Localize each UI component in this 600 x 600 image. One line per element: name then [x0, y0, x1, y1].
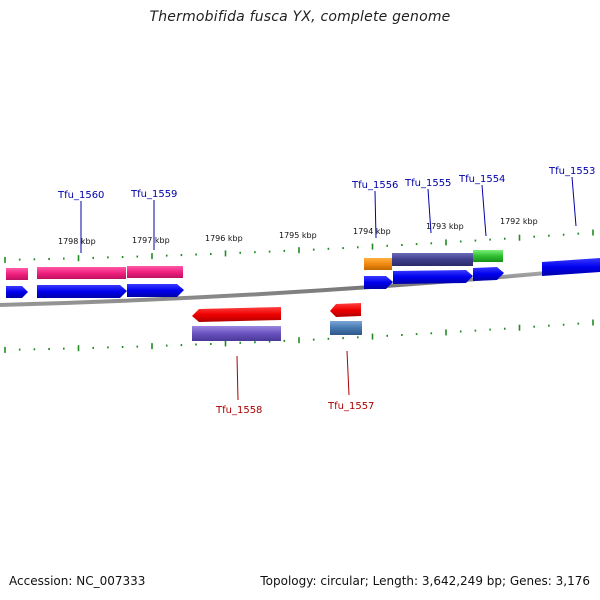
scale-label: 1792 kbp: [500, 217, 538, 226]
reverse-gene-arrows: [192, 303, 361, 322]
gene-arrow[interactable]: [393, 270, 473, 284]
gene-label-tfu-1556[interactable]: Tfu_1556: [351, 180, 398, 191]
forward-strand-tick-track: [4, 229, 594, 263]
feature-box[interactable]: [192, 326, 281, 341]
gene-label-tfu-1553[interactable]: Tfu_1553: [548, 166, 595, 177]
gene-label-tfu-1555[interactable]: Tfu_1555: [404, 178, 451, 189]
forward-feature-row: [6, 250, 503, 280]
scale-label: 1793 kbp: [426, 222, 464, 231]
gene-arrow[interactable]: [364, 276, 393, 289]
scale-label: 1796 kbp: [205, 234, 243, 243]
reverse-feature-row: [192, 321, 362, 341]
gene-arrow[interactable]: [473, 267, 504, 281]
accession-text: Accession: NC_007333: [9, 574, 146, 588]
gene-label-tfu-1554[interactable]: Tfu_1554: [458, 174, 505, 185]
gene-arrow[interactable]: [37, 285, 127, 298]
feature-box[interactable]: [330, 321, 362, 335]
label-leaders: [80, 176, 577, 401]
feature-box[interactable]: [473, 250, 503, 262]
feature-box[interactable]: [6, 268, 28, 280]
reverse-strand-tick-track: [4, 319, 594, 353]
gene-arrow[interactable]: [192, 307, 281, 322]
gene-label-tfu-1558[interactable]: Tfu_1558: [215, 405, 262, 416]
feature-box[interactable]: [364, 258, 392, 270]
scale-label: 1798 kbp: [58, 237, 96, 246]
gene-label-tfu-1559[interactable]: Tfu_1559: [130, 189, 177, 200]
gene-arrow[interactable]: [127, 284, 184, 297]
genome-summary-text: Topology: circular; Length: 3,642,249 bp…: [260, 574, 590, 588]
gene-label-tfu-1557[interactable]: Tfu_1557: [327, 401, 374, 412]
gene-arrow[interactable]: [330, 303, 361, 317]
scale-labels: 1798 kbp 1797 kbp 1796 kbp 1795 kbp 1794…: [58, 217, 538, 246]
gene-arrow[interactable]: [6, 286, 28, 298]
feature-box[interactable]: [37, 267, 126, 279]
scale-label: 1795 kbp: [279, 231, 317, 240]
feature-box[interactable]: [392, 253, 473, 266]
feature-box[interactable]: [127, 266, 183, 278]
forward-gene-arrows: [6, 258, 600, 298]
genome-backbone: [0, 266, 600, 307]
gene-labels: Tfu_1560 Tfu_1559 Tfu_1556 Tfu_1555 Tfu_…: [57, 166, 595, 416]
genome-title: Thermobifida fusca YX, complete genome: [149, 9, 451, 25]
gene-arrow[interactable]: [542, 258, 600, 276]
scale-label: 1794 kbp: [353, 227, 391, 236]
gene-label-tfu-1560[interactable]: Tfu_1560: [57, 190, 104, 201]
scale-label: 1797 kbp: [132, 236, 170, 245]
